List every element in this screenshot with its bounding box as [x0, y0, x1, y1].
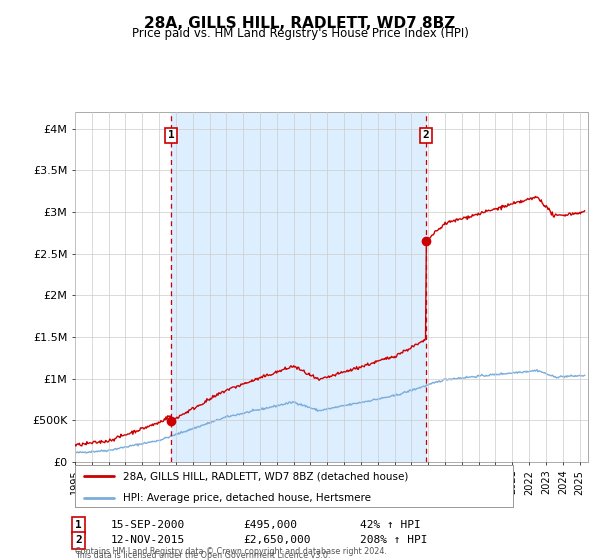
Text: 28A, GILLS HILL, RADLETT, WD7 8BZ (detached house): 28A, GILLS HILL, RADLETT, WD7 8BZ (detac…	[123, 471, 409, 481]
Text: 42% ↑ HPI: 42% ↑ HPI	[360, 520, 421, 530]
Text: 1: 1	[75, 520, 82, 530]
Text: Price paid vs. HM Land Registry's House Price Index (HPI): Price paid vs. HM Land Registry's House …	[131, 27, 469, 40]
Text: 1: 1	[167, 130, 175, 141]
Bar	[171, 112, 426, 462]
Text: 2: 2	[75, 535, 82, 545]
Text: 15-SEP-2000: 15-SEP-2000	[111, 520, 185, 530]
Text: £495,000: £495,000	[243, 520, 297, 530]
Text: HPI: Average price, detached house, Hertsmere: HPI: Average price, detached house, Hert…	[123, 493, 371, 502]
Text: 208% ↑ HPI: 208% ↑ HPI	[360, 535, 427, 545]
Text: 2: 2	[422, 130, 430, 141]
Text: 12-NOV-2015: 12-NOV-2015	[111, 535, 185, 545]
Text: Contains HM Land Registry data © Crown copyright and database right 2024.: Contains HM Land Registry data © Crown c…	[75, 547, 387, 556]
Text: £2,650,000: £2,650,000	[243, 535, 311, 545]
Text: 28A, GILLS HILL, RADLETT, WD7 8BZ: 28A, GILLS HILL, RADLETT, WD7 8BZ	[145, 16, 455, 31]
Text: This data is licensed under the Open Government Licence v3.0.: This data is licensed under the Open Gov…	[75, 551, 331, 560]
